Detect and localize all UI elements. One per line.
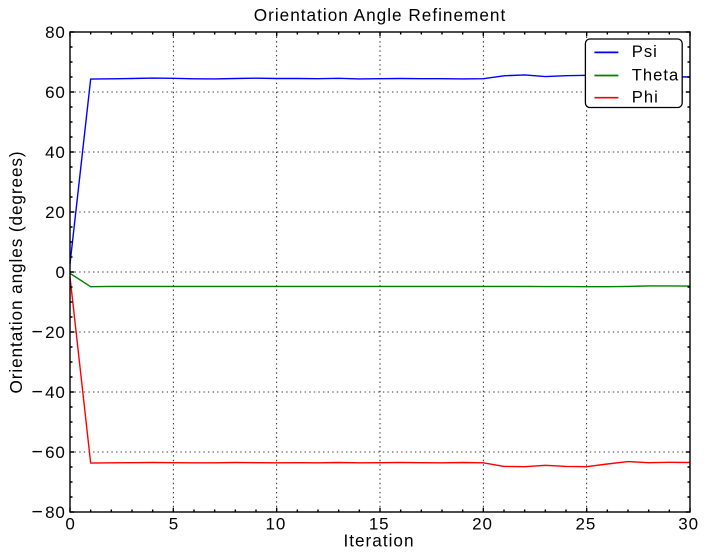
svg-text:−80: −80 xyxy=(31,501,65,523)
svg-text:Iteration: Iteration xyxy=(343,531,414,551)
svg-text:40: 40 xyxy=(45,143,66,162)
svg-text:20: 20 xyxy=(472,515,493,534)
svg-text:25: 25 xyxy=(576,515,597,534)
svg-text:0: 0 xyxy=(65,515,75,534)
svg-text:−20: −20 xyxy=(31,321,65,343)
svg-text:80: 80 xyxy=(45,23,66,42)
svg-text:Orientation angles (degrees): Orientation angles (degrees) xyxy=(6,150,26,393)
svg-text:−40: −40 xyxy=(31,381,65,403)
svg-text:Psi: Psi xyxy=(632,42,658,61)
svg-text:Theta: Theta xyxy=(632,65,679,84)
svg-text:5: 5 xyxy=(169,515,179,534)
svg-text:30: 30 xyxy=(678,515,699,534)
svg-text:Orientation Angle Refinement: Orientation Angle Refinement xyxy=(254,5,507,25)
svg-text:−60: −60 xyxy=(31,441,65,463)
svg-text:10: 10 xyxy=(266,515,287,534)
svg-text:60: 60 xyxy=(45,83,66,102)
svg-text:0: 0 xyxy=(55,263,65,282)
svg-text:20: 20 xyxy=(45,203,66,222)
svg-text:Phi: Phi xyxy=(632,88,659,107)
svg-text:15: 15 xyxy=(369,515,390,534)
